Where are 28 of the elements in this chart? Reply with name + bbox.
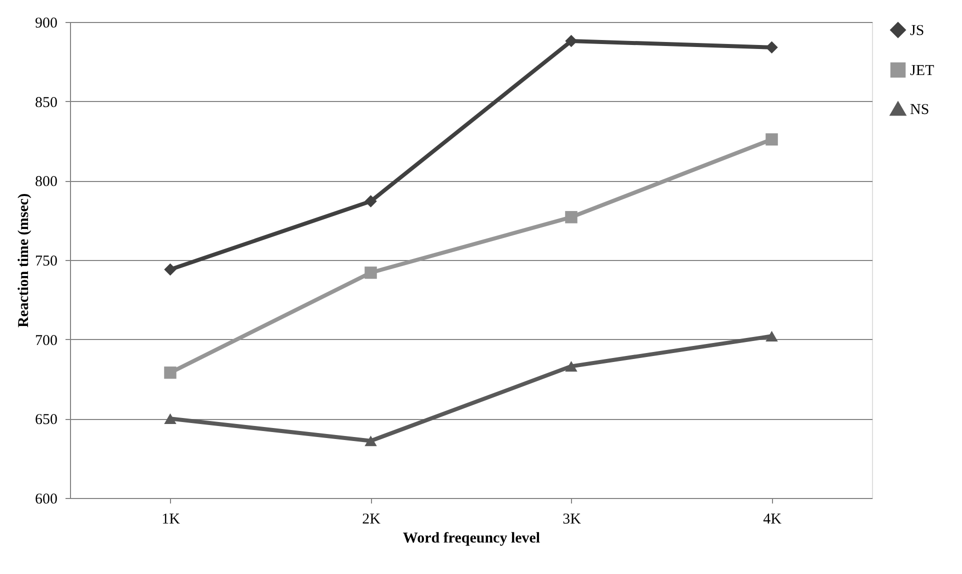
point [766, 41, 778, 54]
x-tick-label: 4K [763, 512, 782, 528]
y-tick-label: 650 [35, 412, 58, 428]
y-tick-label: 900 [35, 16, 58, 32]
y-tick-label: 700 [35, 332, 58, 349]
legend-label: NS [910, 102, 930, 118]
y-tick-label: 800 [35, 174, 58, 190]
point [565, 211, 578, 224]
point [565, 361, 578, 372]
y-tick-label: 850 [35, 94, 58, 111]
point [164, 263, 176, 276]
point [364, 436, 377, 446]
x-tick-label: 1K [162, 512, 180, 528]
point [364, 195, 377, 208]
point [164, 366, 176, 379]
point [766, 330, 778, 342]
x-tick-label: 3K [562, 512, 582, 528]
y-tick-label: 750 [35, 254, 58, 270]
legend-label: JS [910, 23, 924, 39]
point [766, 133, 778, 146]
x-axis-title: Word freqeuncy level [402, 530, 540, 546]
point [565, 34, 578, 48]
y-axis-title: Reaction time (msec) [16, 193, 32, 328]
legend-label: JET [910, 63, 934, 79]
point [364, 266, 377, 279]
point [164, 413, 176, 424]
x-tick-label: 2K [362, 512, 381, 528]
y-tick-label: 600 [35, 492, 58, 508]
